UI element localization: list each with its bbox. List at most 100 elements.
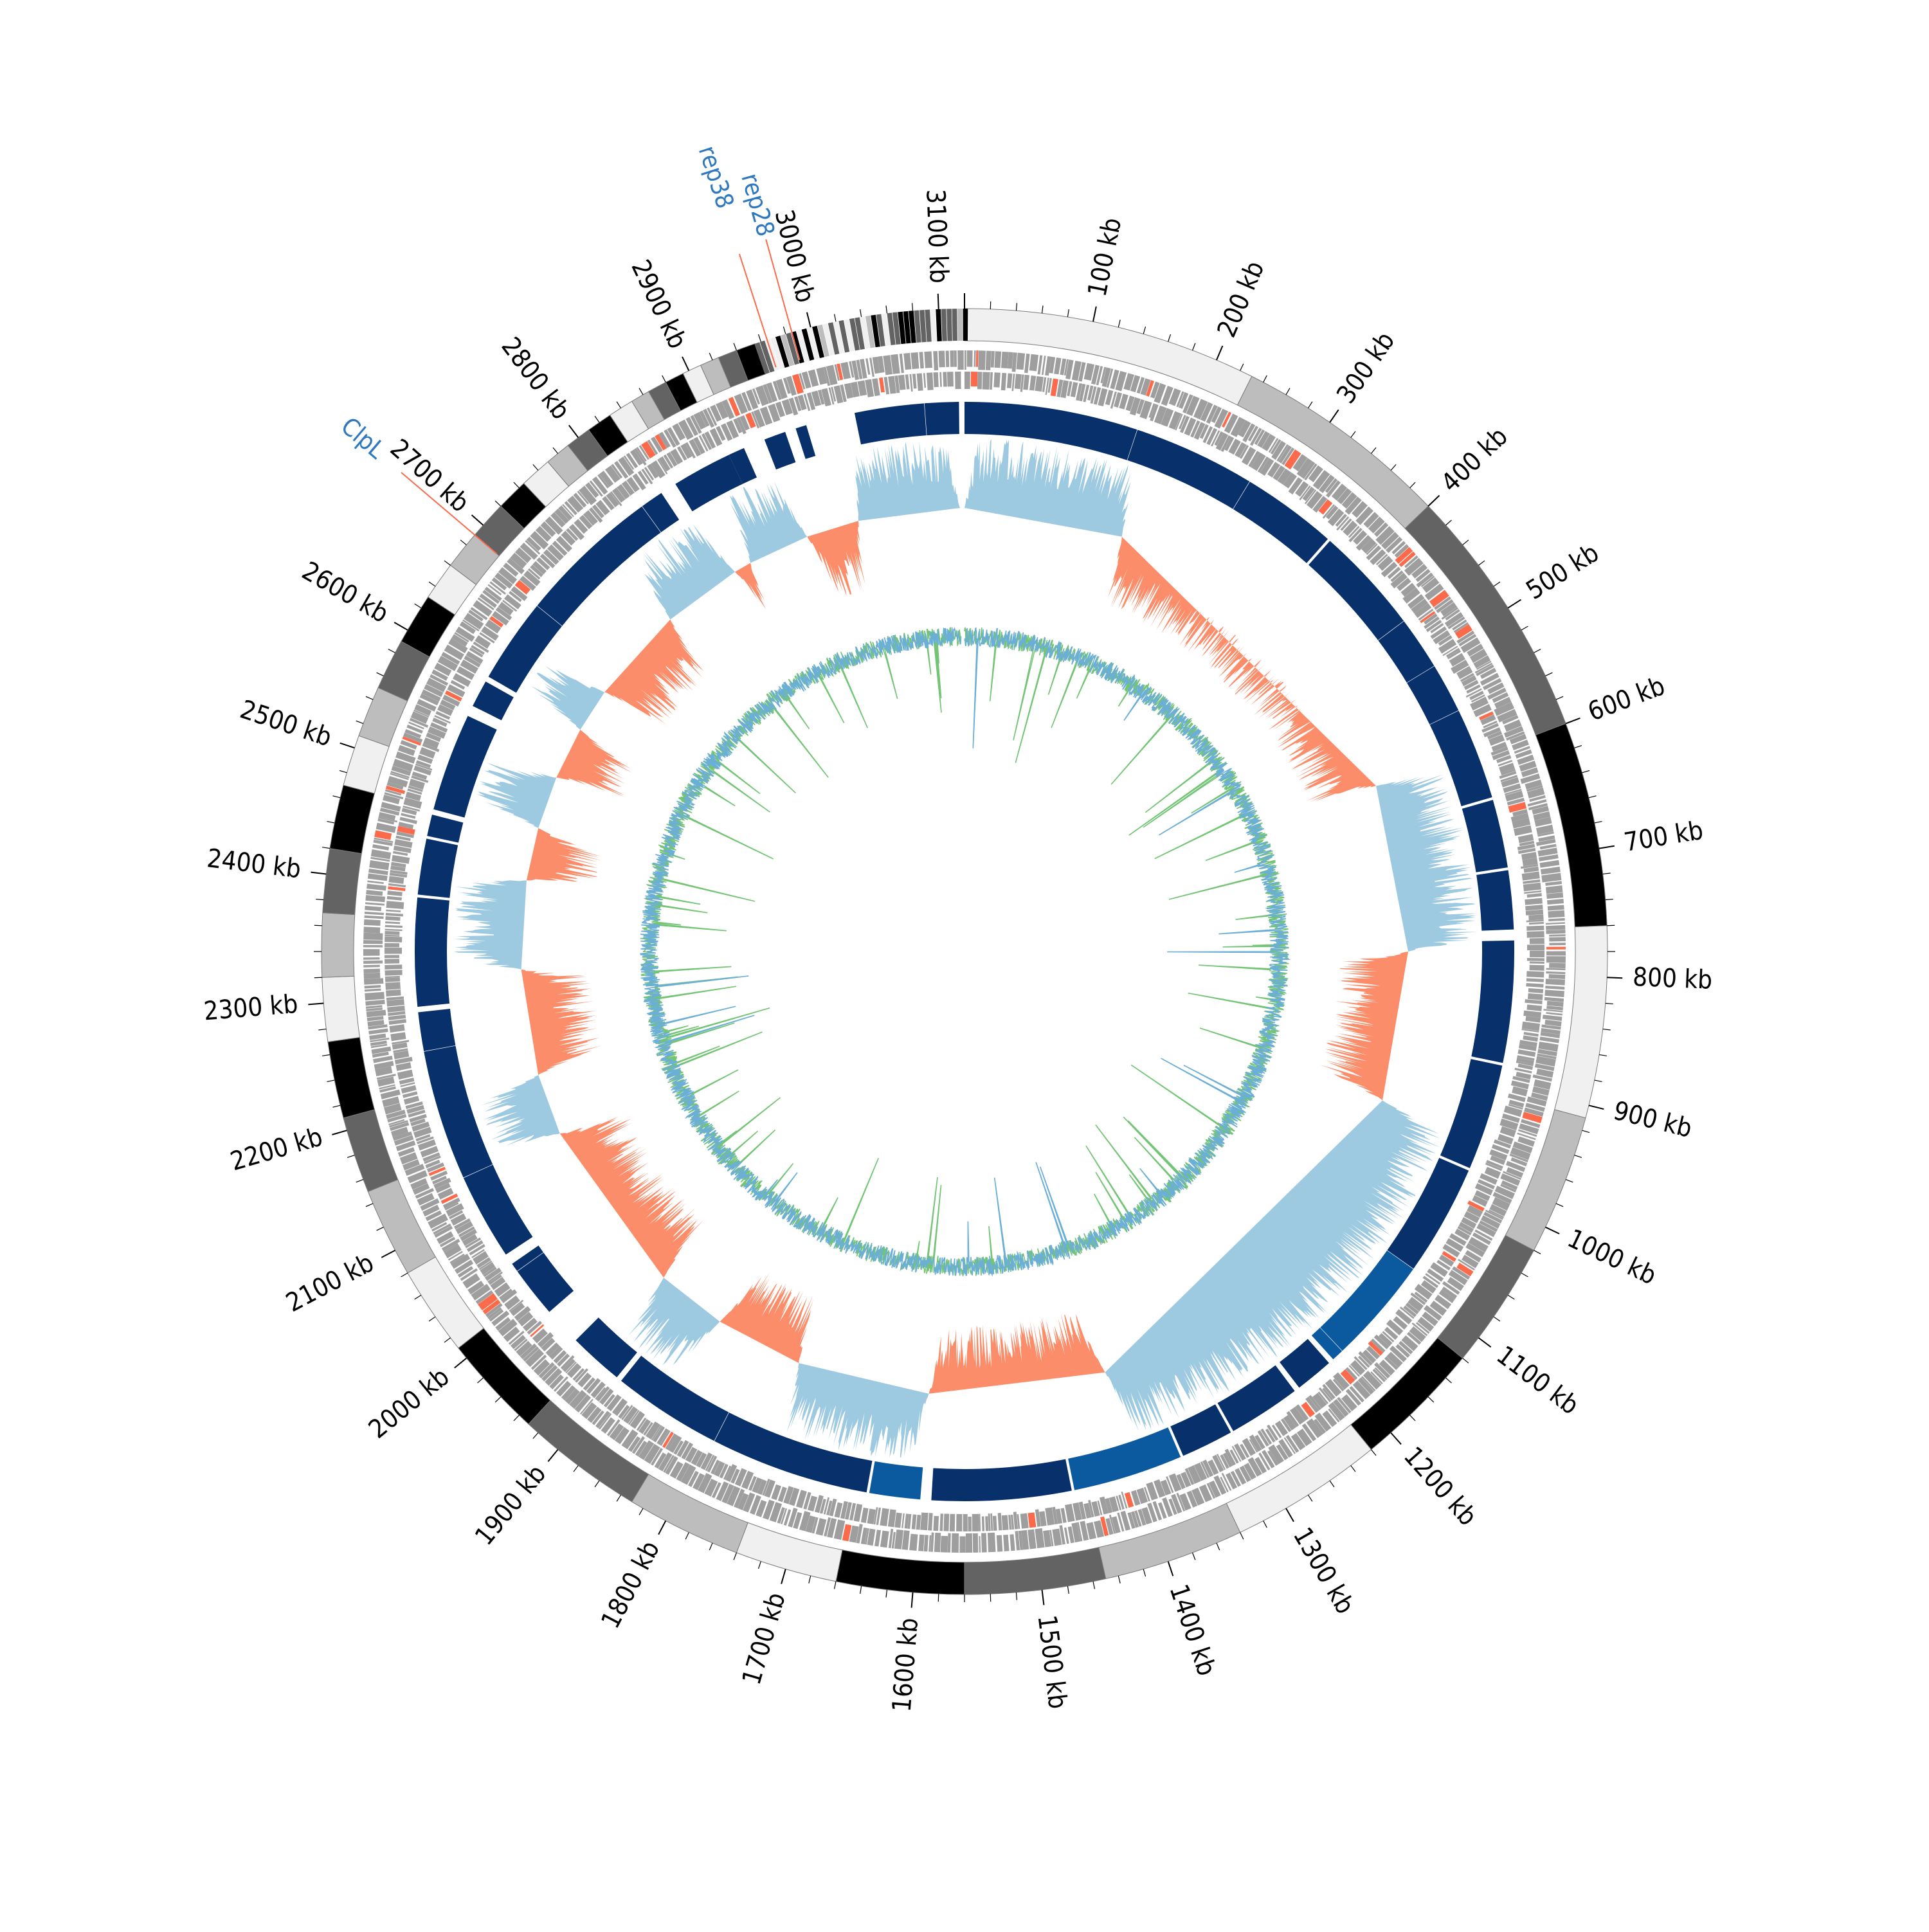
cds-feature bbox=[372, 844, 389, 851]
cds-feature bbox=[386, 910, 401, 912]
major-tick bbox=[394, 622, 408, 630]
cds-feature bbox=[1527, 958, 1544, 961]
cds-feature bbox=[974, 350, 976, 367]
minor-tick bbox=[1217, 1543, 1220, 1550]
major-tick bbox=[548, 1450, 557, 1462]
contig-segment bbox=[941, 309, 947, 341]
cds-feature bbox=[1549, 934, 1566, 937]
minor-tick bbox=[1193, 1553, 1195, 1560]
blast-hit bbox=[575, 1317, 637, 1377]
cds-feature bbox=[967, 350, 973, 367]
cds-feature bbox=[861, 1508, 869, 1523]
minor-tick bbox=[327, 822, 334, 823]
minor-tick bbox=[1545, 673, 1552, 676]
gc-skew-positive bbox=[480, 1075, 560, 1146]
cds-feature bbox=[903, 353, 911, 370]
minor-tick bbox=[1240, 364, 1244, 371]
minor-tick bbox=[783, 327, 785, 334]
cds-feature bbox=[385, 943, 399, 948]
minor-tick bbox=[860, 309, 862, 317]
cds-feature bbox=[910, 352, 919, 369]
cds-feature bbox=[365, 1000, 385, 1006]
cds-feature bbox=[385, 935, 399, 937]
gc-skew-negative bbox=[735, 563, 766, 609]
blast-hit bbox=[925, 402, 959, 435]
major-tick bbox=[1607, 977, 1622, 978]
cds-feature bbox=[1042, 356, 1046, 375]
cds-feature bbox=[365, 902, 385, 905]
cds-feature bbox=[955, 372, 961, 389]
cds-feature bbox=[1020, 1513, 1029, 1529]
minor-tick bbox=[1428, 1397, 1434, 1402]
minor-tick bbox=[662, 375, 666, 383]
minor-tick bbox=[1016, 1593, 1017, 1600]
gc-content-ring bbox=[640, 627, 1289, 1276]
cds-feature bbox=[397, 1070, 413, 1080]
cds-feature bbox=[917, 373, 923, 391]
cds-feature bbox=[1546, 925, 1565, 930]
minor-tick bbox=[401, 1273, 408, 1277]
cds-feature bbox=[1526, 1004, 1542, 1011]
cds-feature bbox=[993, 1516, 997, 1531]
contig-segment bbox=[936, 309, 942, 341]
gc-skew-negative bbox=[929, 1312, 1105, 1393]
minor-tick bbox=[1508, 1295, 1514, 1299]
cds-feature bbox=[1526, 971, 1544, 977]
contig-segment bbox=[963, 309, 968, 341]
minor-tick bbox=[1263, 375, 1267, 383]
minor-tick bbox=[1582, 770, 1590, 772]
blast-hit bbox=[427, 815, 463, 843]
cds-feature bbox=[385, 916, 400, 921]
cds-feature bbox=[954, 350, 957, 367]
cds-feature bbox=[385, 948, 402, 954]
minor-tick bbox=[1143, 327, 1145, 334]
blast-hit bbox=[795, 425, 815, 459]
cds-feature bbox=[1525, 905, 1543, 910]
cds-feature bbox=[1526, 931, 1544, 938]
minor-tick bbox=[1410, 482, 1415, 488]
cds-feature bbox=[385, 970, 402, 975]
minor-tick bbox=[734, 343, 736, 350]
minor-tick bbox=[1534, 649, 1541, 653]
cds-feature bbox=[1549, 943, 1566, 945]
minor-tick bbox=[1599, 1054, 1607, 1056]
minor-tick bbox=[1193, 343, 1195, 350]
minor-tick bbox=[340, 770, 347, 772]
cds-feature bbox=[964, 372, 970, 389]
gc-skew-negative bbox=[560, 1117, 704, 1277]
blast-hit bbox=[675, 455, 743, 512]
cds-feature bbox=[952, 1533, 959, 1553]
major-tick bbox=[455, 1358, 467, 1368]
cds-feature bbox=[971, 372, 978, 386]
minor-tick bbox=[322, 1054, 330, 1056]
cds-feature bbox=[964, 350, 966, 370]
cds-feature bbox=[365, 906, 381, 911]
cds-feature bbox=[364, 916, 383, 919]
cds-feature bbox=[880, 1508, 889, 1526]
tick-label: 2500 kb bbox=[237, 695, 336, 753]
cds-feature bbox=[966, 1533, 972, 1553]
minor-tick bbox=[495, 501, 501, 506]
minor-tick bbox=[1595, 822, 1602, 823]
contig-segment bbox=[328, 1037, 374, 1117]
major-tick bbox=[1330, 410, 1339, 422]
contig-segment bbox=[964, 1548, 1106, 1594]
cds-feature bbox=[1549, 974, 1566, 979]
minor-tick bbox=[415, 604, 421, 608]
minor-tick bbox=[460, 540, 466, 545]
major-tick bbox=[1391, 1433, 1401, 1445]
major-tick bbox=[332, 1130, 347, 1135]
cds-feature bbox=[1054, 357, 1061, 374]
blast-hit bbox=[415, 898, 449, 1007]
minor-tick bbox=[1556, 696, 1563, 700]
minor-tick bbox=[1582, 1130, 1590, 1132]
major-tick bbox=[381, 1250, 395, 1258]
cds-feature bbox=[933, 372, 938, 387]
cds-feature bbox=[390, 1032, 406, 1041]
cds-feature bbox=[912, 1514, 917, 1529]
cds-feature bbox=[924, 1535, 928, 1551]
contig-segment bbox=[946, 309, 952, 341]
cds-feature bbox=[950, 350, 954, 367]
cds-feature bbox=[902, 1530, 910, 1550]
minor-tick bbox=[1391, 465, 1396, 471]
